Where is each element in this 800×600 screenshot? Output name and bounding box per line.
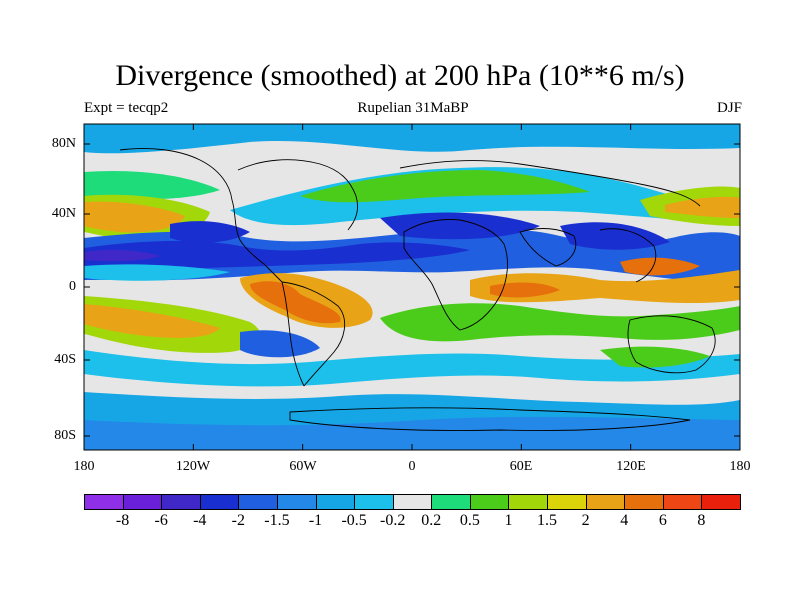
season-label: DJF — [716, 100, 742, 116]
colorbar — [84, 494, 741, 511]
colorbar-swatch — [354, 494, 394, 510]
colorbar-label: 0.5 — [459, 512, 480, 529]
colorbar-label: -2 — [231, 512, 245, 529]
experiment-label: Expt = tecqp2 — [84, 100, 169, 116]
y-tick-80s: 80S — [54, 428, 76, 443]
colorbar-swatch — [624, 494, 664, 510]
colorbar-swatch — [122, 494, 163, 510]
x-tick-180e: 180 — [729, 459, 751, 474]
colorbar-label: 1 — [504, 512, 513, 529]
x-tick-0: 0 — [408, 459, 416, 474]
colorbar-label: 6 — [658, 512, 667, 529]
colorbar-swatch — [199, 494, 240, 510]
colorbar-label: 1.5 — [537, 512, 558, 529]
x-tick-60e: 60E — [509, 459, 533, 474]
y-tick-80n: 80N — [51, 136, 76, 151]
colorbar-swatch — [392, 494, 433, 510]
x-tick-180w: 180 — [73, 459, 95, 474]
colorbar-label: -8 — [115, 512, 130, 529]
colorbar-swatch — [238, 494, 278, 510]
y-tick-40n: 40N — [51, 206, 76, 221]
x-tick-120e: 120E — [616, 459, 646, 474]
colorbar-label: -1.5 — [264, 512, 290, 529]
colorbar-swatch — [662, 494, 703, 510]
colorbar-label: -0.2 — [380, 512, 406, 529]
colorbar-label: 4 — [620, 512, 629, 529]
colorbar-swatch — [508, 494, 549, 510]
x-tick-60w: 60W — [289, 459, 317, 474]
colorbar-swatch — [701, 494, 741, 510]
y-tick-0: 0 — [69, 279, 76, 294]
colorbar-swatch — [469, 494, 510, 510]
period-label: Rupelian 31MaBP — [357, 100, 469, 116]
colorbar-swatch — [276, 494, 317, 510]
colorbar-label: -4 — [193, 512, 207, 529]
colorbar-swatch — [431, 494, 471, 510]
colorbar-label: 2 — [581, 512, 590, 529]
x-tick-120w: 120W — [175, 459, 211, 474]
colorbar-label: -6 — [154, 512, 168, 529]
y-tick-40s: 40S — [54, 352, 76, 367]
colorbar-swatch — [547, 494, 587, 510]
colorbar-label: -0.5 — [341, 512, 367, 529]
colorbar-swatch — [84, 494, 124, 510]
colorbar-swatch — [585, 494, 626, 510]
colorbar-label: -1 — [308, 512, 323, 529]
colorbar-label: 8 — [697, 512, 706, 529]
colorbar-swatch — [161, 494, 201, 510]
colorbar-swatch — [315, 494, 356, 510]
colorbar-label: 0.2 — [421, 512, 442, 529]
map-title: Divergence (smoothed) at 200 hPa (10**6 … — [115, 59, 685, 92]
